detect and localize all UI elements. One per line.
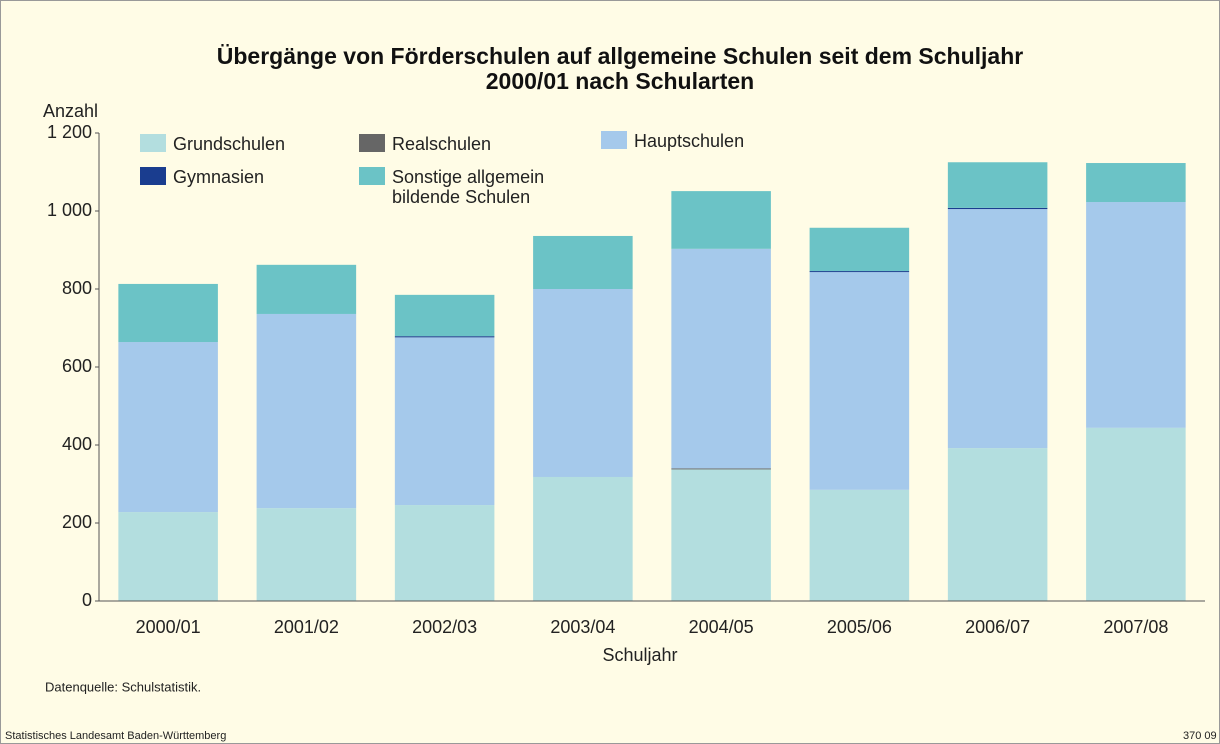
bar-segment bbox=[1086, 427, 1186, 601]
bar-segment bbox=[809, 489, 910, 601]
legend-label: Hauptschulen bbox=[634, 131, 745, 151]
y-axis-label: Anzahl bbox=[43, 101, 98, 121]
chart-title: Übergänge von Förderschulen auf allgemei… bbox=[216, 44, 1024, 94]
legend-item: Sonstige allgemein bildende Schulen bbox=[359, 167, 559, 207]
bar-segment bbox=[947, 207, 1048, 210]
title-box: Übergänge von Förderschulen auf allgemei… bbox=[216, 44, 1024, 94]
bar-segment bbox=[671, 468, 771, 470]
x-tick-label: 2004/05 bbox=[689, 617, 754, 637]
legend-label: Grundschulen bbox=[173, 134, 286, 154]
y-tick-label: 200 bbox=[62, 512, 92, 532]
legend-label: Sonstige allgemein bildende Schulen bbox=[392, 167, 545, 207]
x-tick-label: 2007/08 bbox=[1103, 617, 1168, 637]
legend-label: Gymnasien bbox=[173, 167, 265, 187]
bar-segment bbox=[947, 448, 1048, 601]
bar-segment bbox=[256, 508, 357, 601]
y-tick-label: 600 bbox=[62, 356, 92, 376]
y-tick-label: 800 bbox=[62, 278, 92, 298]
bar-segment bbox=[394, 294, 495, 337]
bar-segment bbox=[533, 476, 633, 601]
x-tick-label: 2000/01 bbox=[136, 617, 201, 637]
bar-segment bbox=[947, 209, 1048, 449]
bar-segment bbox=[394, 505, 495, 601]
legend-item: Realschulen bbox=[359, 134, 559, 154]
bar-segment bbox=[809, 271, 910, 490]
legend-label: Realschulen bbox=[392, 134, 492, 154]
bar-segment bbox=[533, 289, 633, 477]
legend-swatch bbox=[140, 134, 166, 152]
legend-swatch bbox=[601, 131, 627, 149]
bar-segment bbox=[671, 248, 771, 469]
x-axis-label: Schuljahr bbox=[602, 645, 677, 665]
x-tick-label: 2005/06 bbox=[827, 617, 892, 637]
legend-swatch bbox=[140, 167, 166, 185]
legend-swatch bbox=[359, 134, 385, 152]
bar-segment bbox=[256, 313, 357, 509]
publisher: Statistisches Landesamt Baden-Württember… bbox=[5, 730, 226, 742]
bar-segment bbox=[118, 512, 218, 601]
code: 370 09 bbox=[1183, 730, 1217, 742]
legend-swatch bbox=[359, 167, 385, 185]
bar-segment bbox=[394, 337, 495, 506]
x-tick-label: 2001/02 bbox=[274, 617, 339, 637]
source: Datenquelle: Schulstatistik. bbox=[45, 679, 201, 694]
bar-segment bbox=[1086, 202, 1186, 428]
legend-item: Hauptschulen bbox=[601, 131, 801, 151]
bar-segment bbox=[671, 191, 771, 249]
x-tick-label: 2003/04 bbox=[550, 617, 615, 637]
bar-segment bbox=[256, 264, 357, 314]
y-tick-label: 0 bbox=[82, 590, 92, 610]
y-tick-label: 400 bbox=[62, 434, 92, 454]
bar-segment bbox=[809, 271, 910, 273]
y-tick-label: 1 200 bbox=[47, 122, 92, 142]
bar-segment bbox=[118, 283, 218, 343]
bar-segment bbox=[947, 162, 1048, 208]
bar-segment bbox=[1086, 163, 1186, 203]
bar-segment bbox=[671, 469, 771, 601]
bar-segment bbox=[118, 342, 218, 513]
x-tick-label: 2006/07 bbox=[965, 617, 1030, 637]
bar-segment bbox=[533, 235, 633, 289]
y-tick-label: 1 000 bbox=[47, 200, 92, 220]
bar-segment bbox=[394, 336, 495, 338]
bar-segment bbox=[809, 227, 910, 272]
x-tick-label: 2002/03 bbox=[412, 617, 477, 637]
legend-item: Gymnasien bbox=[140, 167, 340, 187]
legend-item: Grundschulen bbox=[140, 134, 340, 154]
